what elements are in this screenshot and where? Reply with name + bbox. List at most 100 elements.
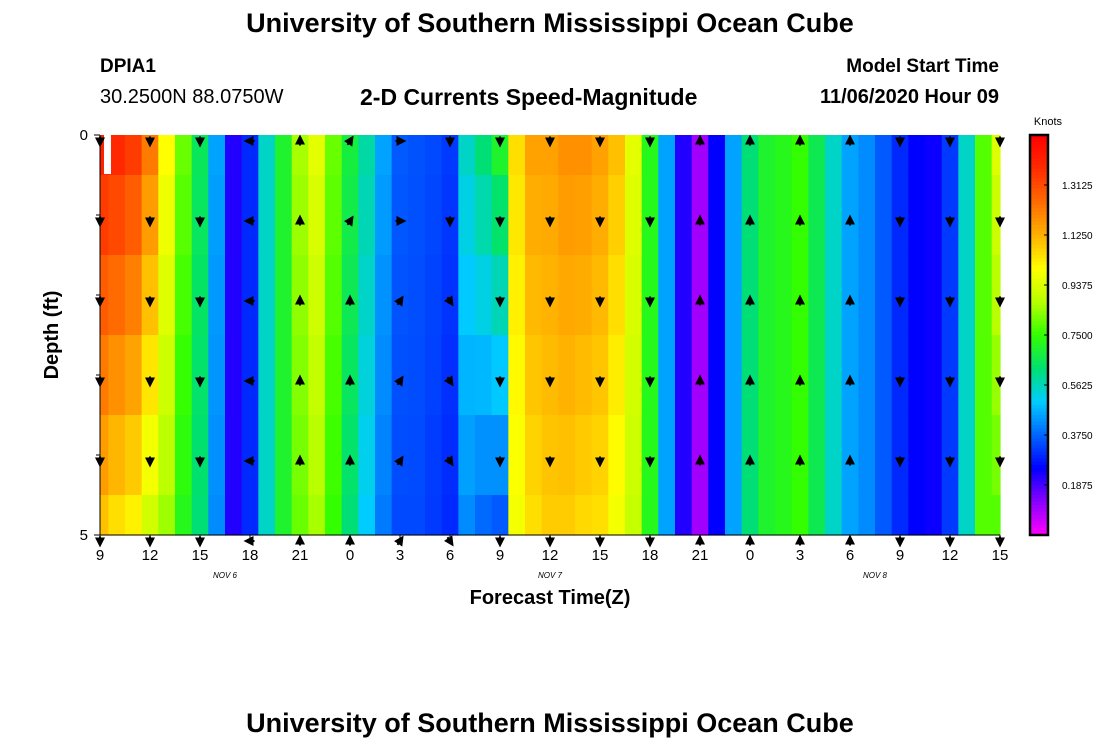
heatmap-cell bbox=[725, 175, 743, 256]
colorbar-band bbox=[1030, 301, 1048, 306]
current-vector bbox=[393, 375, 404, 387]
heatmap-cell bbox=[208, 255, 226, 336]
colorbar-band bbox=[1030, 451, 1048, 456]
colorbar-band bbox=[1030, 271, 1048, 276]
colorbar-band bbox=[1030, 211, 1048, 216]
heatmap-cell bbox=[741, 135, 759, 176]
heatmap-cell bbox=[225, 495, 243, 536]
heatmap-cell bbox=[741, 255, 759, 336]
colorbar-band bbox=[1030, 495, 1048, 499]
heatmap-cell bbox=[291, 495, 309, 536]
colorbar-band bbox=[1030, 408, 1048, 413]
heatmap-cell bbox=[208, 495, 226, 536]
heatmap-cell bbox=[575, 255, 593, 336]
colorbar-tick-label: 0.7500 bbox=[1062, 331, 1093, 342]
heatmap-cell bbox=[875, 135, 893, 176]
colorbar-band bbox=[1030, 498, 1048, 503]
x-tick-label: 15 bbox=[592, 547, 609, 564]
colorbar-band bbox=[1030, 225, 1048, 229]
heatmap-cell bbox=[741, 415, 759, 496]
heatmap-cell bbox=[558, 255, 576, 336]
heatmap-cell bbox=[808, 135, 826, 176]
heatmap-cell bbox=[291, 255, 309, 336]
colorbar-band bbox=[1030, 371, 1048, 376]
heatmap-cell bbox=[508, 135, 526, 176]
colorbar-band bbox=[1030, 208, 1048, 213]
heatmap-cell bbox=[141, 495, 159, 536]
colorbar-band bbox=[1030, 515, 1048, 519]
heatmap-cell bbox=[508, 495, 526, 536]
heatmap-cell bbox=[375, 175, 393, 256]
heatmap-cell bbox=[525, 255, 543, 336]
heatmap-cell bbox=[175, 175, 193, 256]
heatmap-cell bbox=[858, 415, 876, 496]
colorbar-band bbox=[1030, 158, 1048, 163]
heatmap-cell bbox=[641, 175, 659, 256]
x-tick-label: 12 bbox=[942, 547, 959, 564]
heatmap-cell bbox=[758, 415, 776, 496]
heatmap-cell bbox=[941, 255, 959, 336]
heatmap-cell bbox=[100, 335, 109, 416]
colorbar-band bbox=[1030, 388, 1048, 393]
heatmap-cell bbox=[775, 175, 793, 256]
x-tick-label: 12 bbox=[542, 547, 559, 564]
heatmap-cell bbox=[775, 135, 793, 176]
heatmap-cell bbox=[458, 495, 476, 536]
heatmap-cell bbox=[391, 335, 409, 416]
heatmap-cell bbox=[658, 495, 676, 536]
heatmap-cell bbox=[991, 255, 1001, 336]
colorbar-band bbox=[1030, 205, 1048, 209]
colorbar-band bbox=[1030, 248, 1048, 253]
heatmap-cell bbox=[191, 175, 209, 256]
colorbar-band bbox=[1030, 531, 1048, 536]
heatmap-cell bbox=[541, 255, 559, 336]
colorbar-band bbox=[1030, 505, 1048, 509]
colorbar-band bbox=[1030, 218, 1048, 223]
heatmap-cell bbox=[975, 135, 993, 176]
heatmap-cell bbox=[175, 495, 193, 536]
heatmap-cell bbox=[791, 255, 809, 336]
heatmap-cell bbox=[408, 175, 426, 256]
colorbar-band bbox=[1030, 351, 1048, 356]
heatmap-cell bbox=[725, 495, 743, 536]
heatmap-cell bbox=[975, 255, 993, 336]
heatmap-cell bbox=[775, 255, 793, 336]
heatmap-cell bbox=[841, 415, 859, 496]
heatmap-cell bbox=[258, 335, 276, 416]
heatmap-cell bbox=[725, 255, 743, 336]
heatmap-cell bbox=[391, 255, 409, 336]
colorbar-band bbox=[1030, 295, 1048, 299]
colorbar-band bbox=[1030, 265, 1048, 269]
heatmap-cell bbox=[908, 255, 926, 336]
heatmap-cell bbox=[875, 415, 893, 496]
colorbar-band bbox=[1030, 235, 1048, 239]
heatmap-cell bbox=[341, 495, 359, 536]
heatmap-cell bbox=[241, 255, 259, 336]
current-vector bbox=[443, 295, 454, 307]
heatmap-cell bbox=[841, 175, 859, 256]
colorbar-band bbox=[1030, 355, 1048, 359]
heatmap-cell bbox=[658, 335, 676, 416]
colorbar-band bbox=[1030, 168, 1048, 173]
heatmap-cell bbox=[158, 415, 176, 496]
heatmap-cell bbox=[808, 415, 826, 496]
heatmap-cell bbox=[175, 415, 193, 496]
colorbar-band bbox=[1030, 268, 1048, 273]
heatmap-cell bbox=[958, 495, 976, 536]
heatmap-cell bbox=[641, 415, 659, 496]
heatmap-cell bbox=[508, 335, 526, 416]
heatmap-cell bbox=[958, 415, 976, 496]
heatmap-cell bbox=[325, 335, 343, 416]
heatmap-cell bbox=[108, 175, 126, 256]
heatmap-cell bbox=[691, 335, 709, 416]
heatmap-cell bbox=[925, 135, 943, 176]
x-tick-label: 9 bbox=[496, 547, 504, 564]
colorbar-band bbox=[1030, 445, 1048, 449]
colorbar-band bbox=[1030, 348, 1048, 353]
colorbar-band bbox=[1030, 251, 1048, 256]
heatmap-cell bbox=[191, 335, 209, 416]
heatmap-cell bbox=[275, 135, 293, 176]
heatmap-cell bbox=[100, 495, 109, 536]
colorbar-band bbox=[1030, 181, 1048, 186]
colorbar-band bbox=[1030, 198, 1048, 203]
